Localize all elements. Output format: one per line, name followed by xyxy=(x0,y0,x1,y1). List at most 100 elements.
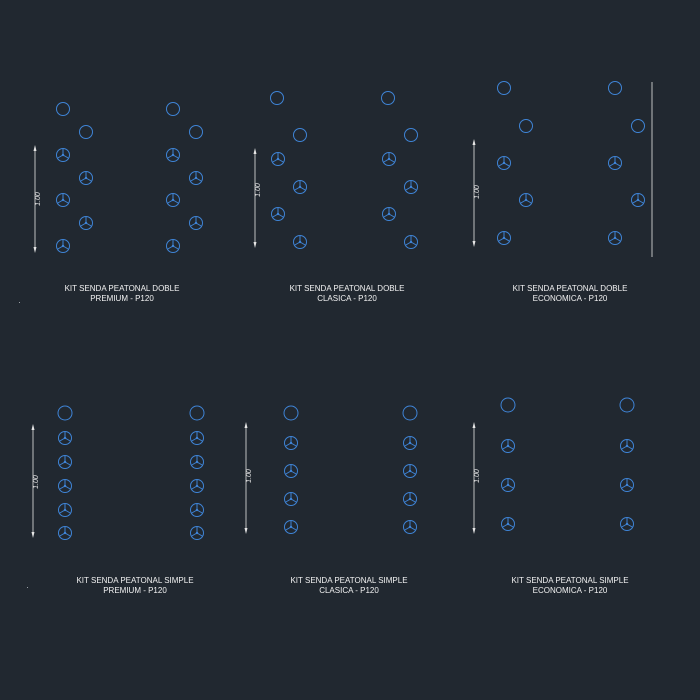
marker-column-right xyxy=(381,91,418,249)
empty-marker-icon xyxy=(631,119,645,133)
empty-marker-icon xyxy=(189,405,205,421)
road-stud-icon xyxy=(404,235,418,249)
dimension-line: 1.00 xyxy=(244,422,253,534)
empty-marker-icon xyxy=(404,128,418,142)
panel-title-line2: ECONOMICA - P120 xyxy=(533,294,608,303)
empty-marker-icon xyxy=(57,405,73,421)
road-stud-icon xyxy=(631,193,645,207)
panel-doble-premium: 1.00 KIT SENDA PEATONAL DOBLE PREMIUM - … xyxy=(33,102,203,303)
dimension-label: 1.00 xyxy=(35,192,42,206)
empty-marker-icon xyxy=(79,125,93,139)
panel-simple-economica: 1.00 KIT SENDA PEATONAL SIMPLE ECONOMICA… xyxy=(472,397,635,595)
road-stud-icon xyxy=(284,492,298,506)
road-stud-icon xyxy=(382,152,396,166)
road-stud-icon xyxy=(501,439,515,453)
dimension-label: 1.00 xyxy=(474,469,481,483)
dimension-label: 1.00 xyxy=(33,475,40,489)
panel-title-line1: KIT SENDA PEATONAL SIMPLE xyxy=(290,576,407,585)
road-stud-icon xyxy=(497,231,511,245)
road-stud-icon xyxy=(293,180,307,194)
stray-point xyxy=(27,587,28,588)
marker-column-right xyxy=(608,81,645,245)
road-stud-icon xyxy=(497,156,511,170)
road-stud-icon xyxy=(79,171,93,185)
empty-marker-icon xyxy=(166,102,180,116)
dimension-label: 1.00 xyxy=(255,183,262,197)
panel-title-line1: KIT SENDA PEATONAL SIMPLE xyxy=(76,576,193,585)
road-stud-icon xyxy=(58,431,72,445)
stray-point xyxy=(19,302,20,303)
empty-marker-icon xyxy=(270,91,284,105)
road-stud-icon xyxy=(620,439,634,453)
road-stud-icon xyxy=(271,207,285,221)
road-stud-icon xyxy=(58,479,72,493)
road-stud-icon xyxy=(501,478,515,492)
road-stud-icon xyxy=(190,431,204,445)
dimension-line: 1.00 xyxy=(472,422,481,534)
marker-column-left xyxy=(283,405,299,534)
dimension-line: 1.00 xyxy=(472,139,481,247)
dimension-label: 1.00 xyxy=(474,185,481,199)
road-stud-icon xyxy=(404,180,418,194)
road-stud-icon xyxy=(190,479,204,493)
road-stud-icon xyxy=(501,517,515,531)
panel-title-line2: CLASICA - P120 xyxy=(319,586,379,595)
panel-title-line2: ECONOMICA - P120 xyxy=(533,586,608,595)
road-stud-icon xyxy=(620,517,634,531)
marker-column-right xyxy=(619,397,635,531)
road-stud-icon xyxy=(403,436,417,450)
empty-marker-icon xyxy=(283,405,299,421)
road-stud-icon xyxy=(403,520,417,534)
road-stud-icon xyxy=(56,148,70,162)
panel-doble-clasica: 1.00 KIT SENDA PEATONAL DOBLE CLASICA - … xyxy=(253,91,418,303)
road-stud-icon xyxy=(284,520,298,534)
marker-column-left xyxy=(500,397,516,531)
panel-title-line2: PREMIUM - P120 xyxy=(103,586,167,595)
road-stud-icon xyxy=(56,239,70,253)
panel-title-line2: PREMIUM - P120 xyxy=(90,294,154,303)
road-stud-icon xyxy=(403,464,417,478)
marker-column-right xyxy=(166,102,203,253)
marker-column-left xyxy=(57,405,73,540)
panel-simple-premium: 1.00 KIT SENDA PEATONAL SIMPLE PREMIUM -… xyxy=(31,405,205,595)
empty-marker-icon xyxy=(608,81,622,95)
road-stud-icon xyxy=(190,526,204,540)
empty-marker-icon xyxy=(619,397,635,413)
road-stud-icon xyxy=(79,216,93,230)
empty-marker-icon xyxy=(189,125,203,139)
dimension-line: 1.00 xyxy=(33,145,42,253)
road-stud-icon xyxy=(190,503,204,517)
road-stud-icon xyxy=(189,171,203,185)
road-stud-icon xyxy=(403,492,417,506)
marker-column-left xyxy=(497,81,533,245)
road-stud-icon xyxy=(190,455,204,469)
empty-marker-icon xyxy=(402,405,418,421)
panel-title-line2: CLASICA - P120 xyxy=(317,294,377,303)
panel-simple-clasica: 1.00 KIT SENDA PEATONAL SIMPLE CLASICA -… xyxy=(244,405,418,595)
dimension-line: 1.00 xyxy=(31,424,40,538)
empty-marker-icon xyxy=(56,102,70,116)
marker-column-right xyxy=(189,405,205,540)
road-stud-icon xyxy=(608,231,622,245)
road-stud-icon xyxy=(58,503,72,517)
road-stud-icon xyxy=(166,148,180,162)
road-stud-icon xyxy=(620,478,634,492)
road-stud-icon xyxy=(56,193,70,207)
road-stud-icon xyxy=(284,436,298,450)
panel-title-line1: KIT SENDA PEATONAL SIMPLE xyxy=(511,576,628,585)
empty-marker-icon xyxy=(381,91,395,105)
road-stud-icon xyxy=(58,455,72,469)
road-stud-icon xyxy=(284,464,298,478)
panel-doble-economica: 1.00 KIT SENDA PEATONAL DOBLE ECONOMICA … xyxy=(472,81,653,303)
road-stud-icon xyxy=(58,526,72,540)
road-stud-icon xyxy=(293,235,307,249)
dimension-line: 1.00 xyxy=(253,148,262,248)
panel-title-line1: KIT SENDA PEATONAL DOBLE xyxy=(290,284,405,293)
road-stud-icon xyxy=(166,239,180,253)
empty-marker-icon xyxy=(519,119,533,133)
road-stud-icon xyxy=(519,193,533,207)
road-stud-icon xyxy=(166,193,180,207)
marker-column-right xyxy=(402,405,418,534)
